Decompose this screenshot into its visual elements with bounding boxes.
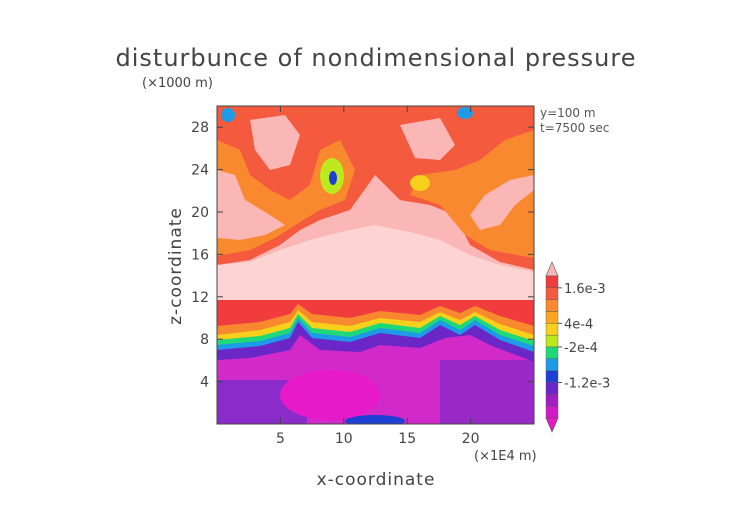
colorbar-label: -1.2e-3 bbox=[564, 377, 610, 392]
y-tick-label: 12 bbox=[191, 290, 209, 306]
field-upper-blue-spot bbox=[329, 171, 337, 185]
colorbar-label: 4e-4 bbox=[564, 317, 593, 332]
field-middle-light bbox=[217, 225, 534, 300]
colorbar-segment bbox=[545, 370, 559, 383]
x-axis-ticks: 5 10 15 20 bbox=[276, 106, 480, 447]
field-upper-teal-spot-2 bbox=[221, 108, 235, 122]
colorbar-segment bbox=[545, 382, 559, 395]
annotation-t: t=7500 sec bbox=[540, 121, 610, 135]
x-tick-label: 5 bbox=[276, 431, 285, 447]
field-upper-pink-top bbox=[250, 115, 300, 170]
colorbar-segment bbox=[545, 334, 559, 348]
colorbar-segment bbox=[545, 299, 559, 312]
field-upper-red bbox=[217, 106, 534, 270]
annotation-y: y=100 m bbox=[540, 106, 596, 120]
colorbar-bottom-arrow bbox=[545, 417, 559, 433]
field-upper-pink-top-right bbox=[400, 118, 455, 160]
chart-title: disturbunce of nondimensional pressure bbox=[115, 44, 637, 72]
y-tick-label: 24 bbox=[191, 163, 209, 179]
field-upper-orange-right bbox=[410, 130, 534, 258]
field-low-blue-spot bbox=[345, 415, 405, 424]
colorbar-segment bbox=[545, 346, 559, 360]
field-upper-pink-left bbox=[217, 170, 285, 240]
x-tick-label: 15 bbox=[398, 431, 416, 447]
colorbar-top-arrow bbox=[545, 261, 559, 277]
colorbar-label: 1.6e-3 bbox=[564, 282, 606, 297]
y-scale-note: (×1000 m) bbox=[142, 76, 213, 91]
field-upper-yellow-spot-2 bbox=[410, 175, 430, 191]
field-upper-teal-spot bbox=[457, 107, 473, 119]
x-tick-label: 20 bbox=[462, 431, 480, 447]
colorbar-segment bbox=[545, 287, 559, 300]
x-axis-label: x-coordinate bbox=[316, 470, 436, 490]
y-tick-label: 16 bbox=[191, 247, 209, 263]
y-axis-label: z-coordinate bbox=[166, 207, 186, 325]
field-low-center bbox=[280, 370, 380, 420]
y-tick-label: 8 bbox=[200, 332, 209, 348]
colorbar-segment bbox=[545, 405, 559, 419]
colorbar-segment bbox=[545, 311, 559, 324]
field-low-purple-right bbox=[440, 360, 534, 424]
field-band-red bbox=[217, 300, 534, 326]
colorbar-segment bbox=[545, 275, 559, 289]
y-axis-ticks: 4 8 12 16 20 24 28 bbox=[191, 120, 534, 391]
colorbar-segment bbox=[545, 394, 559, 407]
y-tick-label: 20 bbox=[191, 205, 209, 221]
x-scale-note: (×1E4 m) bbox=[474, 449, 537, 464]
colorbar: 1.6e-3 4e-4 -2e-4 -1.2e-3 bbox=[545, 261, 610, 433]
x-tick-label: 10 bbox=[335, 431, 353, 447]
y-tick-label: 4 bbox=[200, 375, 209, 391]
y-tick-label: 28 bbox=[191, 120, 209, 136]
colorbar-segment bbox=[545, 358, 559, 371]
colorbar-label: -2e-4 bbox=[564, 341, 598, 356]
colorbar-segment bbox=[545, 323, 559, 336]
field-upper-pink-right bbox=[470, 175, 534, 230]
contour-field bbox=[217, 106, 534, 424]
plot-frame bbox=[216, 105, 535, 425]
